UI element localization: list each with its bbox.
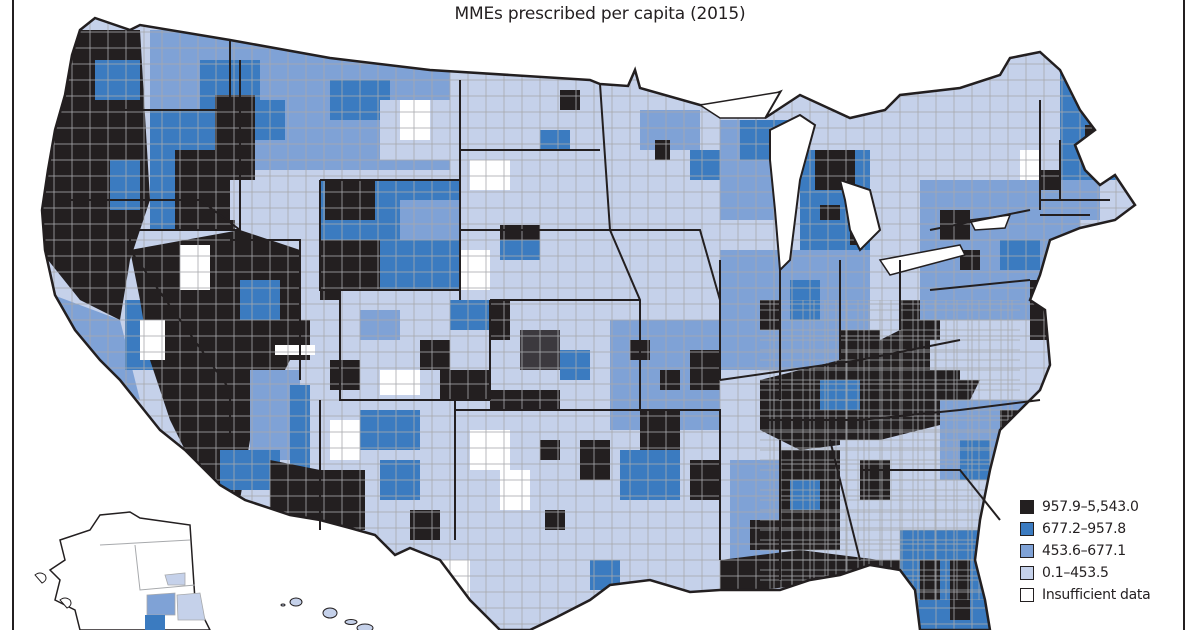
legend-label: Insufficient data bbox=[1042, 587, 1151, 603]
legend-swatch-black bbox=[1020, 500, 1034, 514]
map-legend: 957.9–5,543.0 677.2–957.8 453.6–677.1 0.… bbox=[1020, 496, 1151, 606]
legend-item-bin2: 677.2–957.8 bbox=[1020, 518, 1150, 540]
frame-left-border bbox=[12, 0, 14, 630]
frame-right-border bbox=[1183, 0, 1185, 630]
legend-label: 0.1–453.5 bbox=[1042, 565, 1109, 581]
legend-item-insufficient: Insufficient data bbox=[1020, 584, 1151, 606]
legend-label: 677.2–957.8 bbox=[1042, 521, 1126, 537]
legend-swatch-mid-blue bbox=[1020, 544, 1034, 558]
alaska-inset bbox=[34, 511, 211, 630]
legend-item-bin4: 0.1–453.5 bbox=[1020, 562, 1150, 584]
legend-label: 957.9–5,543.0 bbox=[1042, 499, 1139, 515]
state-borders bbox=[55, 40, 1110, 580]
legend-item-bin1: 957.9–5,543.0 bbox=[1020, 496, 1150, 518]
legend-item-bin3: 453.6–677.1 bbox=[1020, 540, 1150, 562]
map-title: MMEs prescribed per capita (2015) bbox=[454, 4, 746, 24]
legend-swatch-white bbox=[1020, 588, 1034, 602]
legend-swatch-dark-blue bbox=[1020, 522, 1034, 536]
legend-label: 453.6–677.1 bbox=[1042, 543, 1126, 559]
legend-swatch-light-blue bbox=[1020, 566, 1034, 580]
great-lakes bbox=[697, 91, 1012, 276]
hawaii-inset bbox=[280, 597, 374, 630]
